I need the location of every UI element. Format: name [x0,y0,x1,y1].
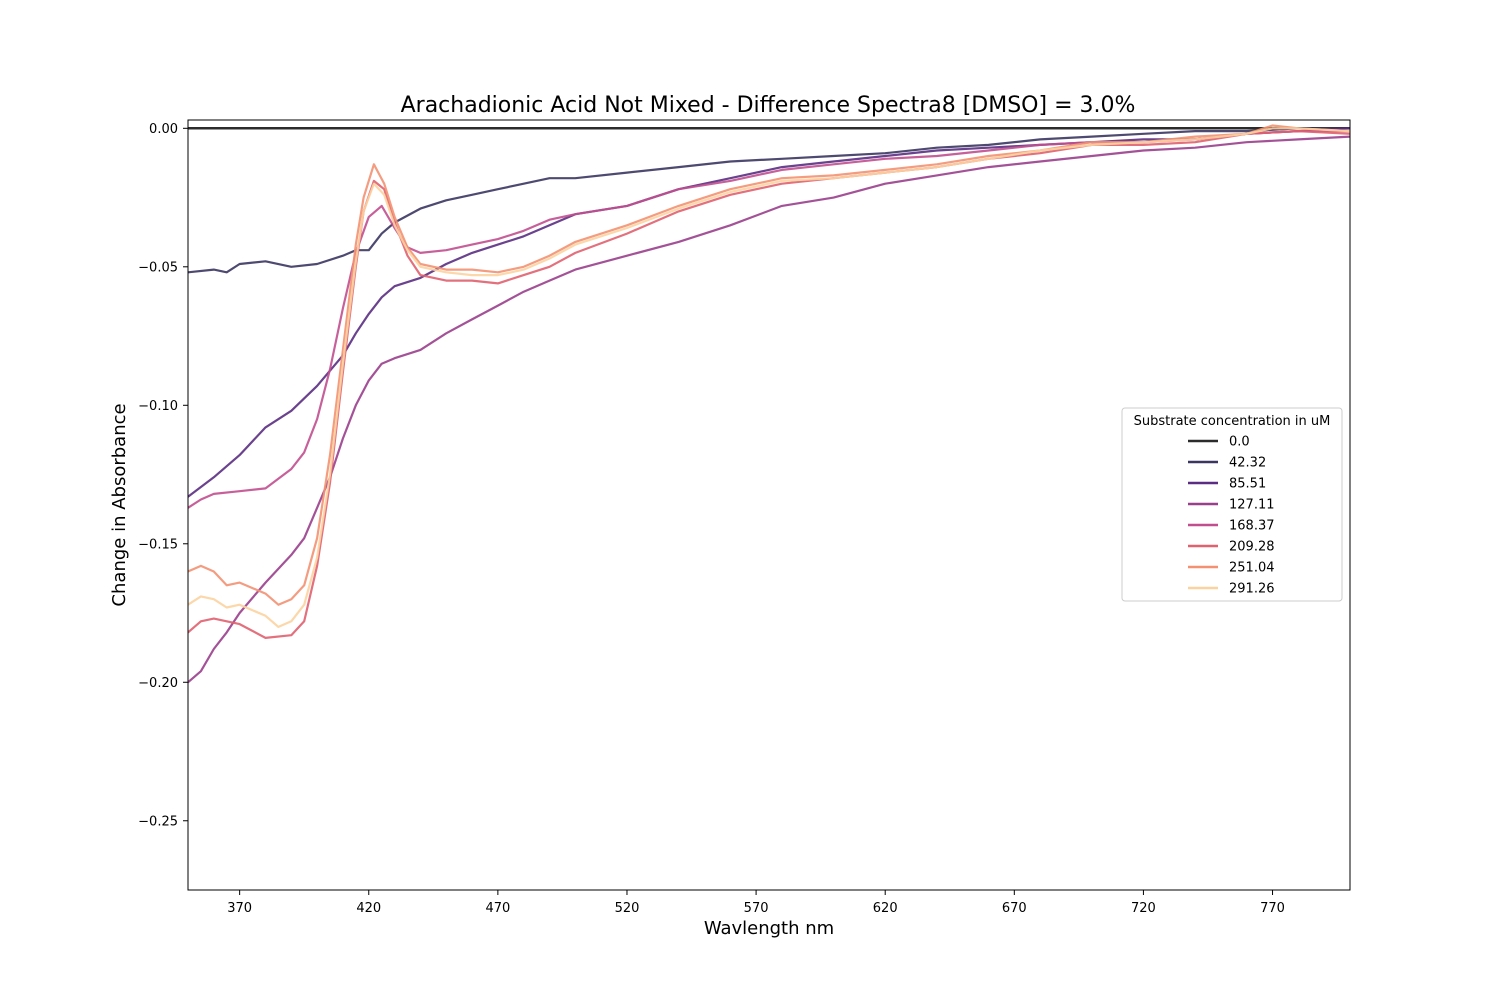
x-axis-label: Wavlength nm [704,918,834,939]
y-tick-label: −0.05 [138,260,178,275]
y-tick-label: 0.00 [149,122,178,137]
legend-entry-label: 42.32 [1229,456,1266,471]
y-tick-label: −0.15 [138,537,178,552]
series-layer [188,124,1350,684]
series-line-127.11 [188,135,1350,684]
legend-box [1121,407,1343,602]
legend-entry-label: 0.0 [1229,435,1250,450]
plot-frame [187,119,1351,891]
legend-entry-label: 85.51 [1229,477,1266,492]
x-tick-label: 620 [873,901,898,916]
legend: Substrate concentration in uM 0.0 42.32 85… [1121,407,1343,602]
y-tick-label: −0.25 [138,814,178,829]
series-line-291.26 [188,127,1350,628]
x-tick-label: 420 [356,901,381,916]
x-tick-label: 470 [485,901,510,916]
chart-title: Arachadionic Acid Not Mixed - Difference… [401,93,1136,118]
y-axis-label: Change in Absorbance [109,403,130,606]
legend-entry-label: 209.28 [1229,540,1275,555]
legend-entry-label: 251.04 [1229,561,1275,576]
x-tick-label: 670 [1002,901,1027,916]
y-axis: 0.00 −0.05 −0.10 −0.15 −0.20 −0.25 [138,122,188,829]
x-tick-label: 370 [227,901,252,916]
y-tick-label: −0.20 [138,676,178,691]
x-tick-label: 520 [615,901,640,916]
legend-entry-label: 127.11 [1229,498,1275,513]
legend-entry-label: 291.26 [1229,582,1275,597]
x-tick-label: 720 [1131,901,1156,916]
x-axis: 370 420 470 520 570 620 670 720 770 [227,890,1285,916]
x-tick-label: 770 [1260,901,1285,916]
legend-title: Substrate concentration in uM [1134,414,1331,429]
series-line-209.28 [188,130,1350,639]
x-tick-label: 570 [744,901,769,916]
series-line-168.37 [188,130,1350,509]
y-tick-label: −0.10 [138,399,178,414]
legend-entry-label: 168.37 [1229,519,1275,534]
series-line-42.32 [188,127,1350,274]
